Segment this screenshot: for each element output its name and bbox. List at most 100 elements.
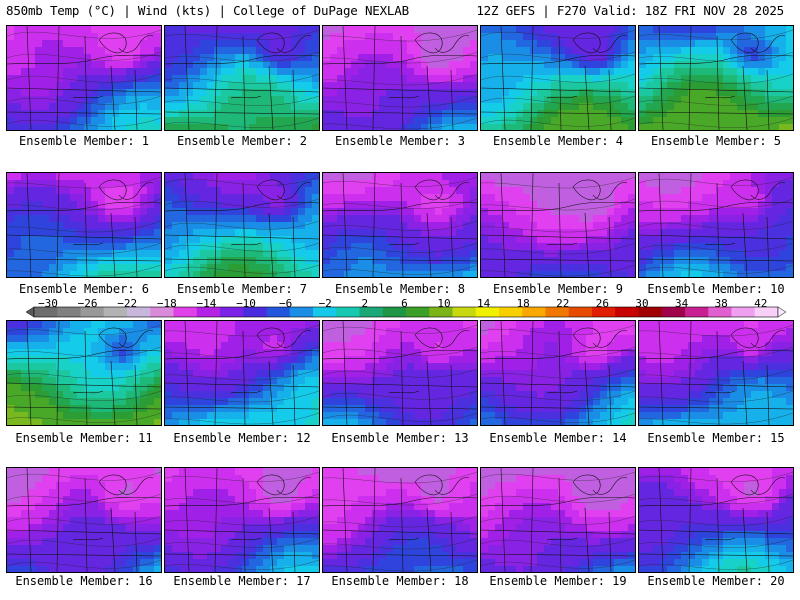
colorbar-tick-label: 26: [595, 297, 610, 310]
ensemble-member-label: Ensemble Member: 10: [647, 282, 785, 296]
temperature-field: [481, 468, 635, 572]
state-borders: [639, 321, 793, 425]
colorbar-segment: [127, 307, 151, 317]
temperature-field: [7, 468, 161, 572]
state-borders: [481, 321, 635, 425]
wind-contours: [639, 471, 793, 570]
ensemble-member-label: Ensemble Member: 15: [647, 431, 785, 445]
temperature-field: [7, 173, 161, 277]
temperature-field: [639, 468, 793, 572]
colorbar-segment: [359, 307, 384, 317]
ensemble-member-label: Ensemble Member: 9: [492, 282, 624, 296]
state-borders: [639, 468, 793, 572]
state-borders: [7, 173, 161, 277]
wind-contours: [7, 29, 161, 127]
wind-contours: [481, 29, 635, 127]
ensemble-member-map: [164, 467, 320, 573]
colorbar-tick-label: −14: [196, 297, 217, 310]
colorbar-segment: [196, 307, 221, 317]
colorbar-segment: [173, 307, 198, 317]
temperature-field: [481, 26, 635, 130]
ensemble-member-map: [164, 25, 320, 131]
colorbar-left-arrow: [26, 306, 35, 318]
colorbar-segment: [754, 307, 779, 317]
colorbar-segment: [685, 307, 709, 317]
colorbar-tick-label: 38: [714, 297, 728, 310]
ensemble-member-label: Ensemble Member: 11: [15, 431, 153, 445]
ensemble-member-map: [322, 467, 478, 573]
temperature-field: [323, 468, 477, 572]
ensemble-member-label: Ensemble Member: 7: [176, 282, 308, 296]
colorbar-tick-label: 42: [754, 297, 768, 310]
state-borders: [7, 321, 161, 425]
colorbar-segment: [266, 307, 291, 317]
ensemble-member-label: Ensemble Member: 2: [176, 134, 308, 148]
colorbar-tick-label: 6: [401, 297, 408, 310]
wind-contours: [481, 324, 635, 423]
state-borders: [323, 321, 477, 425]
ensemble-member-label: Ensemble Member: 5: [650, 134, 782, 148]
ensemble-member-map: [638, 467, 794, 573]
ensemble-member-map: [322, 25, 478, 131]
ensemble-member-map: [638, 320, 794, 426]
colorbar-segment: [499, 307, 523, 317]
temperature-field: [323, 173, 477, 277]
colorbar-right-arrow: [777, 306, 786, 318]
colorbar-segment: [522, 307, 546, 317]
colorbar-segment: [150, 307, 174, 317]
colorbar-tick-label: 10: [437, 297, 451, 310]
wind-contours: [165, 324, 319, 425]
colorbar-tick-label: 30: [635, 297, 649, 310]
colorbar-segment: [243, 307, 267, 317]
wind-contours: [7, 471, 161, 569]
ensemble-member-map: [480, 320, 636, 426]
wind-contours: [639, 176, 793, 274]
wind-contours: [481, 176, 635, 277]
colorbar-tick-label: 18: [516, 297, 530, 310]
colorbar-segment: [731, 307, 756, 317]
colorbar-tick-label: −2: [318, 297, 332, 310]
colorbar-segment: [289, 307, 314, 317]
colorbar-segment: [57, 307, 81, 317]
colorbar-tick-label: 14: [476, 297, 491, 310]
temperature-field: [639, 321, 793, 425]
state-borders: [165, 321, 319, 425]
temperature-field: [165, 321, 319, 425]
state-borders: [7, 26, 161, 130]
ensemble-member-label: Ensemble Member: 20: [647, 574, 785, 588]
ensemble-member-label: Ensemble Member: 4: [492, 134, 624, 148]
state-borders: [7, 468, 161, 572]
colorbar-segment: [382, 307, 407, 317]
colorbar-segment: [452, 307, 477, 317]
colorbar-segment: [615, 307, 639, 317]
colorbar-segment: [406, 307, 430, 317]
temperature-field: [323, 26, 477, 130]
temperature-field: [165, 173, 319, 277]
colorbar-tick-label: −30: [38, 297, 58, 310]
ensemble-member-label: Ensemble Member: 1: [18, 134, 150, 148]
ensemble-member-label: Ensemble Member: 3: [334, 134, 466, 148]
colorbar-segment: [429, 307, 453, 317]
ensemble-member-label: Ensemble Member: 13: [331, 431, 469, 445]
wind-contours: [639, 324, 793, 425]
temperature-field: [165, 468, 319, 572]
colorbar-segment: [103, 307, 128, 317]
ensemble-member-map: [480, 467, 636, 573]
ensemble-member-label: Ensemble Member: 17: [173, 574, 311, 588]
ensemble-member-label: Ensemble Member: 14: [489, 431, 627, 445]
ensemble-member-label: Ensemble Member: 6: [18, 282, 150, 296]
ensemble-member-label: Ensemble Member: 8: [334, 282, 466, 296]
state-borders: [165, 468, 319, 572]
chart-title: 850mb Temp (°C) | Wind (kts) | College o…: [6, 3, 409, 18]
ensemble-member-label: Ensemble Member: 19: [489, 574, 627, 588]
colorbar-tick-label: 34: [674, 297, 689, 310]
state-borders: [165, 173, 319, 277]
colorbar-tick-label: 22: [556, 297, 570, 310]
ensemble-member-map: [638, 25, 794, 131]
ensemble-member-label: Ensemble Member: 12: [173, 431, 311, 445]
ensemble-member-map: [480, 172, 636, 278]
colorbar-tick-label: −6: [278, 297, 293, 310]
wind-contours: [323, 324, 477, 422]
temperature-field: [7, 26, 161, 130]
colorbar-segment: [708, 307, 732, 317]
